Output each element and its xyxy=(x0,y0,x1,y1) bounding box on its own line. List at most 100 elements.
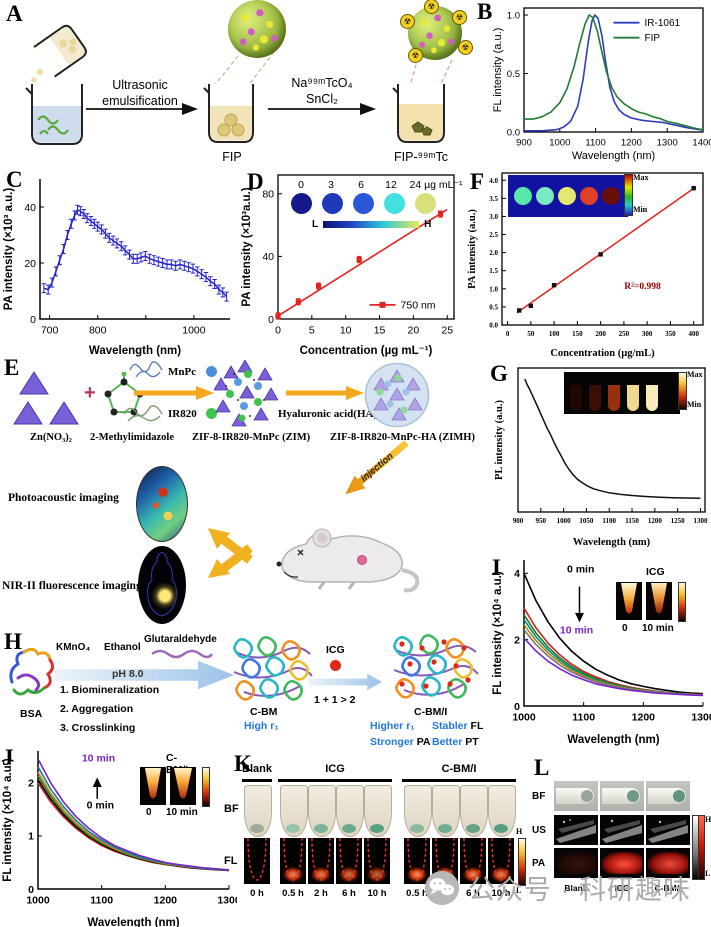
result-word: Stabler xyxy=(432,720,468,732)
radioactive-icon: ☢ xyxy=(408,48,423,63)
colorbar-high-label: H xyxy=(424,219,432,230)
svg-text:FL intensity (×10⁴ a.u.): FL intensity (×10⁴ a.u.) xyxy=(492,571,504,695)
colorbar-low-label: L xyxy=(705,869,711,878)
colorbar-high-label: Max xyxy=(687,370,703,379)
result-word: Higher xyxy=(370,720,404,732)
fl-tube-image xyxy=(364,838,390,884)
svg-text:PA intensity (×10³ a.u.): PA intensity (×10³ a.u.) xyxy=(3,188,15,311)
pa-image xyxy=(600,848,644,878)
svg-text:0.0: 0.0 xyxy=(507,127,520,138)
pa-image xyxy=(646,848,690,878)
chart-icg-photostability: 1000 1100 1200 1300 0 2 4 Wavelength (nm) FL int… xyxy=(490,546,711,746)
glutaraldehyde-label: Glutaraldehyde xyxy=(144,634,217,645)
svg-text:400: 400 xyxy=(688,330,699,338)
bf-image xyxy=(554,781,598,811)
bf-tube-image xyxy=(336,785,364,837)
colorbar xyxy=(678,372,687,410)
ir820-label: IR820 xyxy=(168,408,197,420)
svg-text:350: 350 xyxy=(665,330,676,338)
step-crosslinking: 3. Crosslinking xyxy=(60,722,136,734)
fip-beaker-icon xyxy=(203,84,254,143)
radioactive-icon: ☢ xyxy=(458,40,473,55)
bf-tube-image xyxy=(244,785,272,837)
svg-text:PA intensity (×10³a.u.): PA intensity (×10³a.u.) xyxy=(241,187,253,306)
step1-text: Ultrasonic emulsification xyxy=(102,78,178,108)
svg-text:0: 0 xyxy=(30,314,36,326)
wechat-icon xyxy=(424,870,460,905)
mnpc-label: MnPc xyxy=(168,366,197,378)
chart-pl-spectrum: 900 950 1000 1050 1100 1150 1200 1250 1300 Wavele… xyxy=(492,356,711,548)
tube-image xyxy=(589,385,601,411)
svg-text:80: 80 xyxy=(262,189,274,201)
panel-i-label: I xyxy=(492,555,501,580)
fl-tube-image xyxy=(488,838,514,884)
time-label: 10 h xyxy=(491,888,511,899)
ir820-molecule-icon xyxy=(123,405,163,422)
col-icg-label: ICG xyxy=(614,883,630,893)
pa-phantom-well xyxy=(558,187,576,205)
result-key: PT xyxy=(465,736,479,748)
row-bf-label: BF xyxy=(224,803,239,815)
col-blank-label: Blank xyxy=(564,883,588,893)
synergy-equation: 1 + 1 > 2 xyxy=(314,694,356,706)
colorbar-low-label: L xyxy=(516,886,522,895)
panel-e-label: E xyxy=(4,355,20,380)
colorbar-low-label: Min xyxy=(687,400,702,409)
panel-d-label: D xyxy=(247,169,264,194)
result-key: r₁ xyxy=(406,720,415,732)
tube-image xyxy=(616,582,642,620)
bsa-label: BSA xyxy=(20,708,43,720)
svg-text:0.0: 0.0 xyxy=(489,322,498,330)
chart-fl-spectra: 900 1000 1100 1200 1300 1400 0.0 0.5 1.0 Waveleng… xyxy=(492,0,711,162)
zim-label: ZIF-8-IR820-MnPc (ZIM) xyxy=(192,432,311,443)
ha-label: Hyaluronic acid(HA) xyxy=(278,408,378,420)
svg-text:R²=0.998: R²=0.998 xyxy=(624,282,661,292)
inset-time-label: 0 xyxy=(146,807,152,818)
svg-text:20: 20 xyxy=(408,325,420,337)
svg-text:1100: 1100 xyxy=(90,895,113,907)
ir820-dot-icon xyxy=(206,408,217,419)
svg-text:1000: 1000 xyxy=(557,517,572,525)
zimh-structure-icon xyxy=(364,362,430,428)
svg-text:1100: 1100 xyxy=(585,138,605,149)
tube-image xyxy=(608,385,620,411)
inset-conc-label: 0 xyxy=(298,179,304,191)
inset-time-label: 10 min xyxy=(642,623,674,634)
svg-text:2.5: 2.5 xyxy=(489,231,498,239)
svg-text:1.5: 1.5 xyxy=(489,267,498,275)
pa-phantom-well xyxy=(602,187,620,205)
colorbar xyxy=(678,582,686,622)
cbm-label: C-BM xyxy=(250,706,278,718)
tube-image xyxy=(570,385,582,411)
zimh-label: ZIF-8-IR820-MnPc-HA (ZIMH) xyxy=(330,432,475,443)
high-r1-label: High r₁ xyxy=(244,720,279,732)
svg-text:Wavelength (nm): Wavelength (nm) xyxy=(89,345,181,357)
svg-text:0: 0 xyxy=(268,314,274,326)
svg-text:1250: 1250 xyxy=(671,517,686,525)
cbm-cluster-icon xyxy=(233,636,313,701)
bf-tube-image xyxy=(404,785,432,837)
pa-phantom-inset: 0 3 6 12 24 µg mL⁻¹ L H xyxy=(286,179,466,230)
step-aggregation: 2. Aggregation xyxy=(60,703,134,715)
arrow-icon xyxy=(268,103,376,115)
svg-text:1300: 1300 xyxy=(217,895,237,907)
svg-text:1000: 1000 xyxy=(549,138,570,149)
injection-arrow: injection xyxy=(340,436,412,500)
radioactive-icon: ☢ xyxy=(452,10,467,25)
methylimidazole-label: 2-Methylimidazole xyxy=(90,432,174,443)
icg-dot-icon xyxy=(330,660,341,671)
svg-text:250: 250 xyxy=(619,330,630,338)
panel-c-label: C xyxy=(6,167,23,192)
watermark-text: 公众号 · 科研趣味 xyxy=(468,875,691,905)
bsa-protein-icon xyxy=(9,647,55,696)
cbmi-cluster-icon xyxy=(393,634,479,699)
bf-tube-image xyxy=(488,785,516,837)
svg-text:5: 5 xyxy=(309,325,315,337)
pa-phantom-well xyxy=(415,193,436,214)
cbmi-label: C-BM/I xyxy=(414,706,448,718)
ethanol-label: Ethanol xyxy=(104,642,141,653)
fl-tube-image xyxy=(336,838,362,884)
pa-image xyxy=(554,848,598,878)
arrow-icon xyxy=(286,386,364,400)
